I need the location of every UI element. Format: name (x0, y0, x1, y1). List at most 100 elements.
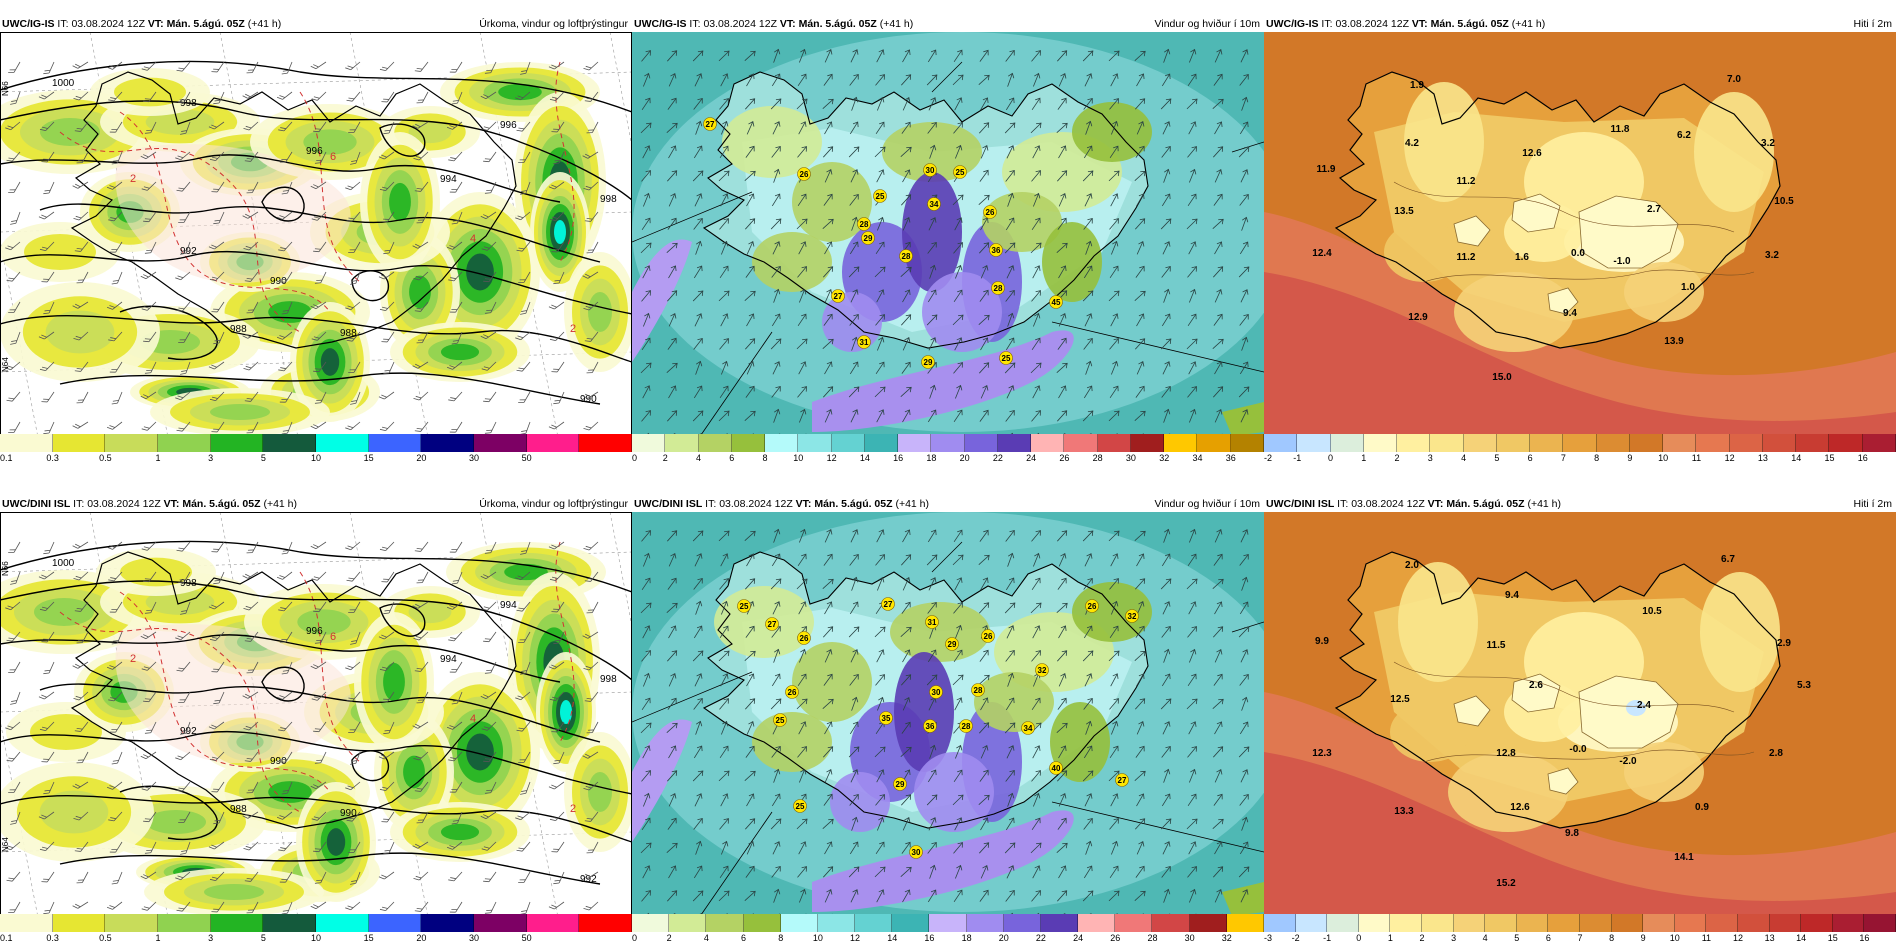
wind-barb (5, 361, 21, 371)
wind-barb (348, 721, 361, 733)
wind-arrow (875, 314, 885, 326)
temp-value: 15.0 (1492, 372, 1512, 383)
gust-value: 35 (882, 714, 891, 723)
wind-arrow (1058, 72, 1067, 87)
wind-arrow (955, 744, 963, 759)
isobar-label: 988 (230, 324, 247, 335)
colorbar-tick-label: 22 (992, 453, 1003, 463)
wind-arrow (1083, 625, 1093, 639)
colorbar-swatch (1611, 914, 1644, 932)
wind-arrow (1032, 385, 1041, 399)
precip-contour (34, 598, 94, 626)
wind-arrow (772, 241, 781, 255)
wind-barb (383, 241, 395, 255)
temp-value: 9.4 (1563, 308, 1577, 319)
wind-arrow (667, 770, 678, 782)
wind-arrow (952, 794, 964, 806)
wind-panel-row2: UWC/DINI ISL IT: 03.08.2024 12Z VT: Mán.… (632, 496, 1264, 944)
wind-arrow (1240, 529, 1249, 543)
wind-barb (178, 691, 191, 703)
isobar (59, 372, 601, 405)
wind-barb (383, 121, 395, 135)
isobar (261, 666, 305, 702)
wind-arrow (927, 649, 937, 663)
precip-cell (0, 762, 154, 862)
wind-arrow (1057, 217, 1067, 230)
wind-arrow (771, 145, 781, 158)
wind-arrow (1241, 96, 1249, 111)
wind-arrow (1083, 817, 1093, 830)
colorbar-tick-label: -2 (1264, 453, 1273, 463)
wind-arrow (927, 409, 937, 423)
wind-barb (310, 181, 327, 190)
wind-arrow (1005, 889, 1015, 902)
wind-arrow (1161, 745, 1171, 758)
wind-arrow (719, 385, 729, 399)
wind-arrow (1005, 577, 1015, 591)
wind-arrow (1187, 313, 1197, 327)
wind-arrow (1239, 841, 1249, 855)
wind-barb (483, 391, 497, 403)
wind-arrow (849, 313, 859, 326)
wind-arrow (1085, 240, 1093, 255)
temp-value: 12.9 (1408, 312, 1428, 323)
wind-arrow (1189, 288, 1197, 303)
colorbar-swatch (1796, 434, 1830, 452)
gust-label: 27 (831, 289, 845, 303)
lead-time: (+41 h) (1511, 18, 1546, 30)
wind-arrow (1058, 672, 1067, 687)
wind-barb (348, 601, 361, 613)
wind-arrow (849, 793, 859, 806)
wind-barb (144, 121, 157, 134)
colorbar-swatch (1363, 434, 1397, 452)
wind-arrow (979, 289, 989, 302)
wind-barb (313, 601, 327, 613)
gust-label: 28 (991, 281, 1005, 295)
wind-barb (548, 781, 565, 790)
wind-barb (516, 121, 531, 132)
wind-barb (345, 661, 361, 671)
wind-arrow (954, 97, 963, 111)
wind-arrow (902, 696, 911, 711)
isobar (119, 305, 218, 360)
wind-arrow (773, 288, 781, 303)
colorbar-tick-label: 26 (1110, 933, 1121, 943)
gust-label: 29 (921, 355, 935, 369)
wind-arrow (666, 122, 678, 133)
wind-arrow (642, 385, 651, 399)
wind-arrow (824, 408, 833, 423)
wind-arrow (1109, 218, 1119, 230)
wind-barb (346, 691, 361, 702)
colorbar-tick-label: 15 (1827, 933, 1838, 943)
wind-arrow (1189, 168, 1197, 183)
wind-arrow (1162, 241, 1171, 255)
precip-cell (564, 252, 632, 372)
wind-arrow (746, 73, 755, 87)
wind-speed-area (812, 810, 1074, 912)
precip-cell (0, 282, 160, 382)
wind-barb (106, 421, 123, 430)
wind-arrow (641, 770, 651, 782)
temp-value: 2.9 (1777, 638, 1791, 649)
gust-value: 32 (1038, 666, 1047, 675)
wind-arrow (796, 338, 808, 350)
wind-barb (311, 691, 327, 701)
colorbar-tick-label: -2 (1291, 933, 1300, 943)
wind-barb (584, 571, 599, 582)
gust-value: 29 (896, 780, 905, 789)
colorbar-tick-label: -3 (1264, 933, 1273, 943)
wind-arrow (666, 722, 678, 733)
lat-label: N64 (1, 837, 10, 852)
wind-barb (211, 901, 225, 913)
wind-barb (211, 541, 225, 553)
wind-barb (143, 571, 157, 583)
colorbar-tick-label: 30 (1125, 453, 1136, 463)
wind-barb (484, 901, 497, 914)
wind-arrow (1135, 578, 1146, 590)
wind-arrow (745, 818, 756, 830)
wind-arrow (877, 576, 885, 591)
wind-barb (449, 781, 463, 793)
wind-barb (310, 301, 327, 310)
wind-arrow (719, 265, 729, 279)
